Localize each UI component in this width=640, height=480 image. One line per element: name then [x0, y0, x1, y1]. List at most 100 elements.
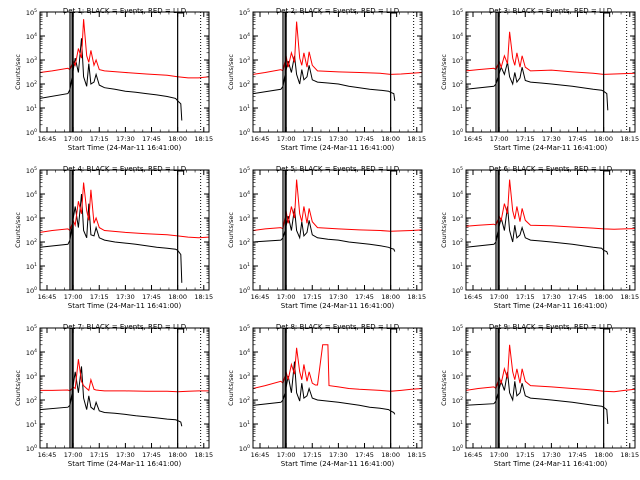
x-tick-label: 17:00: [490, 135, 509, 143]
y-tick-label: 103: [239, 372, 250, 381]
y-tick-label: 102: [26, 238, 37, 247]
x-tick-label: 16:45: [38, 451, 57, 459]
x-tick-label: 17:15: [303, 293, 322, 301]
x-tick-label: 16:45: [38, 293, 57, 301]
x-tick-label: 17:30: [542, 293, 561, 301]
chart-panel-7: 10010110210310410516:45 17:00 17:15 17:30 17…: [14, 323, 213, 468]
x-tick-label: 18:00: [168, 293, 187, 301]
chart-title: Det 1: BLACK = Events, RED = LLD: [63, 7, 186, 15]
chart-title: Det 4: BLACK = Events, RED = LLD: [63, 165, 186, 173]
x-tick-label: 17:45: [355, 451, 374, 459]
y-tick-label: 102: [26, 396, 37, 405]
x-tick-label: 18:00: [594, 135, 613, 143]
x-tick-label: 17:45: [142, 135, 161, 143]
y-tick-label: 104: [26, 348, 37, 357]
series-line-events: [40, 366, 182, 426]
x-axis-label: Start Time (24-Mar-11 16:41:00): [494, 460, 608, 468]
y-axis-label: Counts/sec: [14, 212, 22, 248]
series-line-lld: [40, 183, 209, 238]
plot-frame: [466, 328, 635, 448]
y-tick-label: 105: [452, 166, 463, 175]
chart-panel-8: 100 101 102 103 104 105 16:45 17:00 17:15 17:30 17…: [227, 323, 426, 468]
y-tick-label: 101: [239, 262, 250, 271]
x-tick-label: 17:30: [542, 451, 561, 459]
x-tick-label: 17:45: [355, 135, 374, 143]
y-tick-label: 103: [452, 214, 463, 223]
y-tick-label: 102: [452, 80, 463, 89]
x-tick-label: 18:00: [594, 451, 613, 459]
y-tick-label: 102: [26, 80, 37, 89]
x-tick-label: 18:00: [168, 451, 187, 459]
x-tick-label: 17:15: [90, 135, 109, 143]
y-tick-label: 102: [239, 238, 250, 247]
y-tick-label: 100: [26, 444, 37, 453]
y-tick-label: 105: [239, 324, 250, 333]
x-tick-label: 18:15: [194, 135, 213, 143]
x-tick-label: 17:30: [116, 135, 135, 143]
y-tick-label: 104: [452, 190, 463, 199]
plot-frame: [40, 170, 209, 290]
y-tick-label: 104: [239, 190, 250, 199]
chart-panel-6: 100 101 102 103 104 105 16:45 17:00 17:15 17:30 17…: [440, 165, 639, 310]
x-tick-label: 17:00: [64, 451, 83, 459]
x-tick-label: 17:45: [568, 293, 587, 301]
y-tick-label: 102: [239, 80, 250, 89]
y-tick-label: 101: [26, 104, 37, 113]
series-line-lld: [40, 19, 209, 78]
y-tick-label: 100: [452, 444, 463, 453]
y-tick-label: 100: [452, 286, 463, 295]
y-axis-label: Counts/sec: [14, 54, 22, 90]
y-tick-label: 105: [239, 166, 250, 175]
series-line-events: [466, 207, 608, 255]
y-tick-label: 103: [452, 56, 463, 65]
x-tick-label: 17:45: [142, 451, 161, 459]
series-line-events: [40, 194, 182, 283]
chart-title: Det 6: BLACK = Events, RED = LLD: [489, 165, 612, 173]
x-tick-label: 18:15: [407, 135, 426, 143]
y-tick-label: 101: [26, 420, 37, 429]
y-tick-label: 104: [239, 32, 250, 41]
x-tick-label: 18:15: [620, 293, 639, 301]
series-line-lld: [253, 180, 422, 232]
chart-title: Det 7: BLACK = Events, RED = LLD: [63, 323, 186, 331]
y-tick-label: 100: [239, 286, 250, 295]
x-tick-label: 16:45: [251, 293, 270, 301]
chart-title: Det 9: BLACK = Events, RED = LLD: [489, 323, 612, 331]
x-tick-label: 18:00: [381, 293, 400, 301]
x-tick-label: 17:00: [277, 451, 296, 459]
x-tick-label: 18:15: [407, 451, 426, 459]
x-tick-label: 17:30: [116, 451, 135, 459]
x-tick-label: 17:30: [542, 135, 561, 143]
x-tick-label: 17:00: [277, 135, 296, 143]
y-tick-label: 101: [239, 420, 250, 429]
series-line-lld: [253, 345, 422, 392]
chart-panel-5: 100 101 102 103 104 105 16:45 17:00 17:15 17:30 17…: [227, 165, 426, 310]
y-tick-label: 100: [452, 128, 463, 137]
chart-panel-1: 100 101 102 103 104 105 16:45 17:00 17:15 17:30 17…: [14, 7, 213, 152]
x-tick-label: 17:15: [90, 293, 109, 301]
chart-title: Det 8: BLACK = Events, RED = LLD: [276, 323, 399, 331]
y-tick-label: 104: [452, 32, 463, 41]
x-tick-label: 17:00: [490, 451, 509, 459]
y-tick-label: 103: [452, 372, 463, 381]
series-line-lld: [466, 32, 635, 75]
y-tick-label: 103: [26, 214, 37, 223]
x-tick-label: 17:30: [329, 135, 348, 143]
series-line-events: [466, 62, 608, 110]
chart-panel-2: 10010110210310410516:45 17:00 17:15 17:30 17…: [227, 7, 426, 152]
chart-panel-4: 100 101 102 103 104 105 16:45 17:00 17:15 17:30 17…: [14, 165, 213, 310]
x-tick-label: 17:45: [568, 135, 587, 143]
x-tick-label: 17:45: [568, 451, 587, 459]
y-axis-label: Counts/sec: [14, 370, 22, 406]
x-tick-label: 17:15: [516, 135, 535, 143]
x-tick-label: 18:15: [194, 451, 213, 459]
y-tick-label: 103: [26, 56, 37, 65]
y-tick-label: 105: [26, 8, 37, 17]
y-axis-label: Counts/sec: [227, 54, 235, 90]
x-tick-label: 18:15: [194, 293, 213, 301]
y-tick-label: 105: [239, 8, 250, 17]
x-tick-label: 17:45: [142, 293, 161, 301]
x-axis-label: Start Time (24-Mar-11 16:41:00): [281, 302, 395, 310]
y-tick-label: 102: [452, 396, 463, 405]
plot-frame: [466, 170, 635, 290]
